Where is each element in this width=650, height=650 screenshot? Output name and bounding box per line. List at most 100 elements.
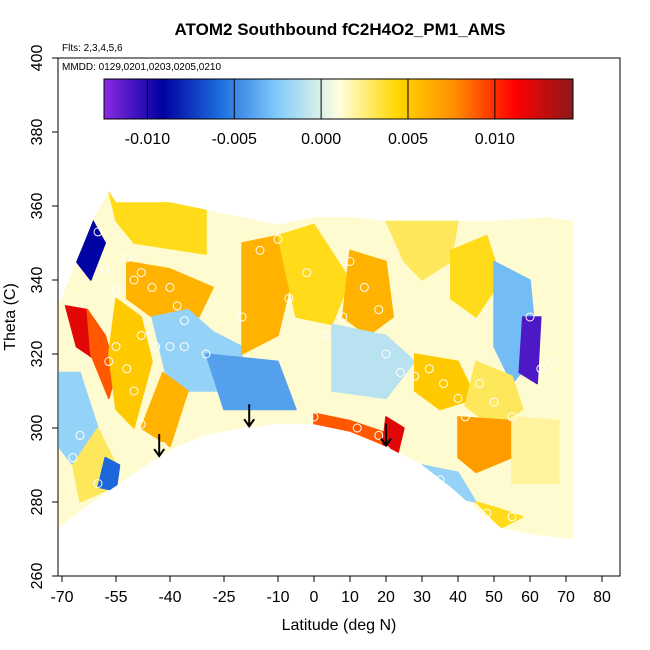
sample-point <box>111 342 121 352</box>
sample-point <box>104 356 114 366</box>
y-tick-label: 320 <box>29 341 46 368</box>
value-region <box>108 191 207 255</box>
x-tick-label: -25 <box>212 589 235 606</box>
x-axis-label: Latitude (deg N) <box>282 617 397 634</box>
x-tick-label: 60 <box>521 589 539 606</box>
sample-point <box>374 305 384 315</box>
sample-point <box>345 257 355 266</box>
profile-arrows <box>153 404 392 458</box>
value-region <box>241 234 297 355</box>
data-field <box>58 191 574 539</box>
sample-point <box>100 264 110 274</box>
y-axis-ticks: 260 280 300 320 340 360 380 400 <box>29 45 58 590</box>
value-region <box>140 371 189 448</box>
sample-points <box>68 227 557 522</box>
sample-point <box>525 312 535 322</box>
sample-point <box>179 316 189 326</box>
sample-point <box>93 227 103 237</box>
y-tick-label: 340 <box>29 267 46 294</box>
sample-point <box>507 412 517 422</box>
sample-point <box>122 253 132 263</box>
sample-point <box>536 364 546 374</box>
sample-point <box>136 419 146 429</box>
sample-point <box>338 312 348 322</box>
sample-point <box>381 445 391 455</box>
value-region <box>518 316 542 385</box>
value-region <box>342 249 394 337</box>
sample-point <box>359 282 369 292</box>
x-tick-label: 70 <box>557 589 575 606</box>
colorbar-tick-label: -0.005 <box>212 131 257 148</box>
value-region <box>331 323 416 400</box>
x-tick-label: 80 <box>593 589 611 606</box>
sample-point <box>284 294 294 303</box>
x-tick-label: 10 <box>341 589 359 606</box>
sample-point <box>129 386 139 396</box>
x-tick-label: -40 <box>158 589 181 606</box>
y-tick-label: 360 <box>29 193 46 220</box>
sample-point <box>309 412 319 422</box>
x-tick-label: -55 <box>104 589 127 606</box>
value-region <box>97 456 121 492</box>
arrow-head <box>243 418 256 428</box>
sample-point <box>107 490 117 500</box>
sample-point <box>424 364 434 374</box>
sample-point <box>111 286 121 296</box>
plot-frame <box>57 57 621 577</box>
sample-point <box>165 342 175 352</box>
dates-subtitle: MMDD: 0129,0201,0203,0205,0210 <box>62 62 221 73</box>
sample-point <box>179 342 189 352</box>
sample-point <box>482 508 492 518</box>
x-tick-label: 40 <box>449 589 467 606</box>
y-tick-label: 300 <box>29 415 46 442</box>
colorbar-tick-label: 0.000 <box>301 131 341 148</box>
sample-point <box>475 379 485 389</box>
y-tick-label: 400 <box>29 45 46 72</box>
sample-point <box>165 282 175 292</box>
x-tick-label: 0 <box>310 589 319 606</box>
sample-point <box>453 393 463 403</box>
sample-point <box>464 501 474 511</box>
x-tick-label: 20 <box>377 589 395 606</box>
y-tick-label: 380 <box>29 119 46 146</box>
y-tick-label: 260 <box>29 563 46 590</box>
value-region <box>511 416 560 485</box>
sample-point <box>489 397 499 407</box>
value-region <box>108 297 153 429</box>
x-tick-label: -70 <box>50 589 73 606</box>
flights-subtitle: Flts: 2,3,4,5,6 <box>62 43 123 54</box>
chart-title: ATOM2 Southbound fC2H4O2_PM1_AMS <box>175 20 506 39</box>
sample-point <box>439 379 449 389</box>
sample-point <box>237 312 247 322</box>
arrow-head <box>380 437 392 448</box>
y-tick-label: 280 <box>29 489 46 516</box>
sample-point <box>151 342 161 352</box>
sample-point <box>410 467 420 477</box>
sample-point <box>172 453 182 463</box>
y-axis-label: Theta (C) <box>2 283 19 351</box>
sample-point <box>201 430 211 440</box>
sample-point <box>201 349 211 359</box>
value-region <box>126 260 214 318</box>
sample-point <box>374 430 384 440</box>
colorbar: -0.010 -0.005 0.000 0.005 0.010 <box>103 78 574 148</box>
sample-point <box>136 331 146 340</box>
sample-point <box>118 482 128 492</box>
sample-point <box>388 453 398 463</box>
colorbar-ticks: -0.010 -0.005 0.000 0.005 0.010 <box>125 79 515 148</box>
x-axis-ticks: -70 -55 -40 -25 -10 0 10 20 30 40 50 60 70 80 <box>50 576 611 606</box>
x-tick-label: 50 <box>485 589 503 606</box>
sample-point <box>255 245 265 255</box>
x-tick-label: 30 <box>413 589 431 606</box>
sample-point <box>172 301 182 311</box>
sample-point <box>122 364 132 374</box>
sample-point <box>273 234 283 244</box>
colorbar-gradient <box>103 78 574 120</box>
sample-point <box>460 412 470 422</box>
colorbar-tick-label: 0.005 <box>388 131 428 148</box>
colorbar-tick-label: -0.010 <box>125 131 170 148</box>
arrow-head <box>153 448 166 458</box>
sample-point <box>410 371 420 381</box>
colorbar-tick-label: 0.010 <box>475 131 515 148</box>
sample-point <box>129 275 139 285</box>
